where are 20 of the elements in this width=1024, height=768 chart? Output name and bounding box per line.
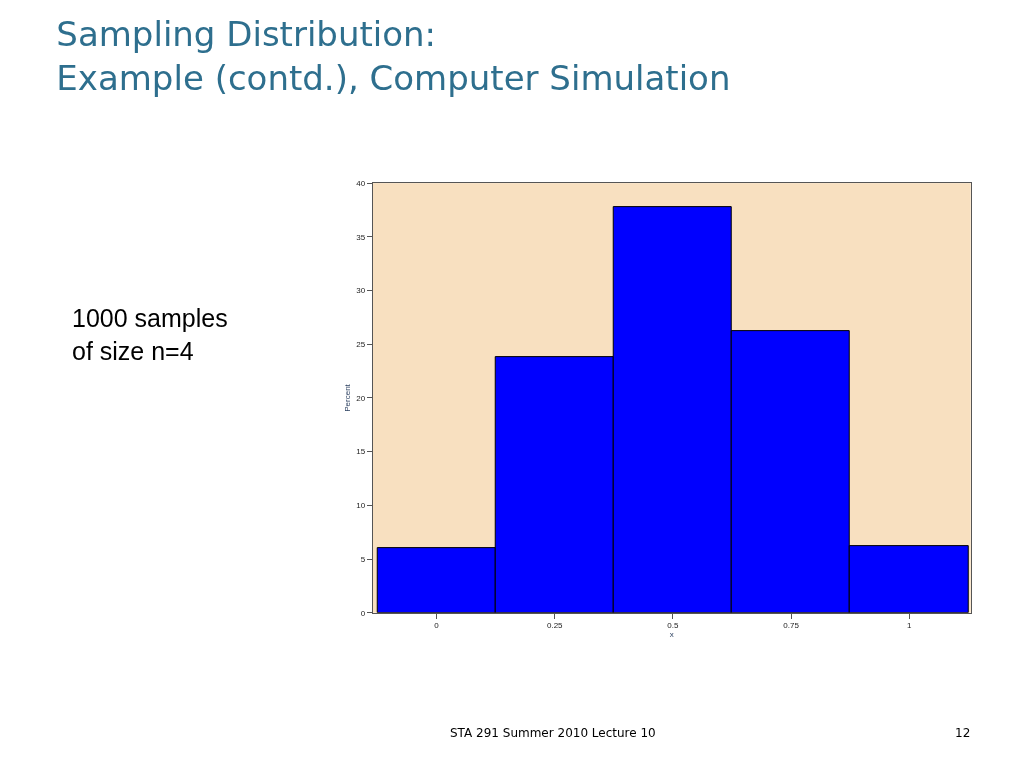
- y-tick-label: 0: [360, 608, 366, 618]
- y-tick-label: 15: [356, 447, 366, 457]
- y-tick-label: 35: [356, 232, 366, 242]
- x-tick-label: 0: [434, 621, 440, 631]
- y-tick-label: 20: [356, 393, 366, 403]
- x-tick-label: 0.5: [667, 621, 680, 631]
- y-tick-label: 40: [356, 178, 366, 188]
- x-axis-title: x: [669, 630, 674, 640]
- text: 12: [955, 726, 971, 740]
- chart-title: Sampling Distribution: Example (contd.), Computer Simulation: [56, 14, 731, 99]
- y-tick-label: 25: [356, 340, 366, 350]
- x-tick-label: 1: [907, 621, 913, 631]
- y-tick-label: 5: [360, 554, 366, 564]
- text: STA 291 Summer 2010 Lecture 10: [450, 726, 656, 740]
- text: 1000 samples of size n=4: [72, 304, 228, 365]
- y-tick-label: 10: [356, 501, 366, 511]
- y-axis-title: Percent: [342, 383, 352, 412]
- y-tick-label: 30: [356, 286, 366, 296]
- x-tick-label: 0.25: [546, 621, 564, 631]
- x-tick-label: 0.75: [783, 621, 800, 631]
